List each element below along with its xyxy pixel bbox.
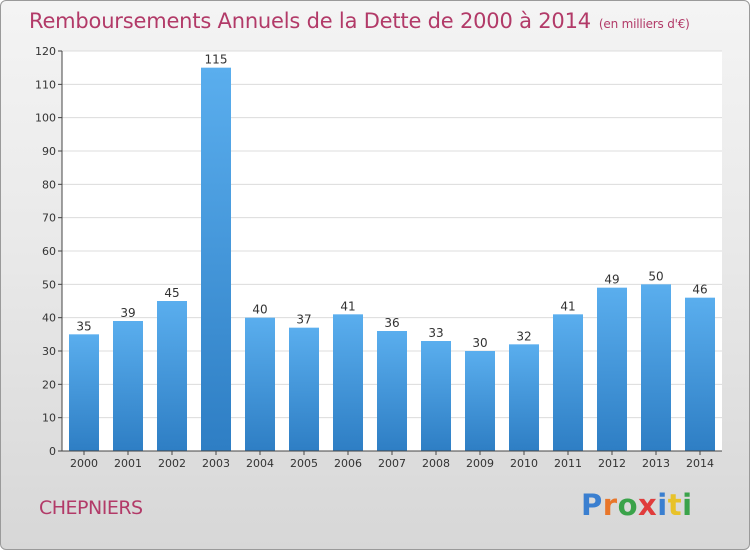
bar-value-label: 35	[76, 319, 91, 333]
x-tick-label: 2012	[598, 457, 626, 470]
bar	[245, 317, 275, 451]
x-tick-label: 2006	[334, 457, 362, 470]
y-tick-label: 30	[42, 345, 56, 358]
bar	[113, 321, 143, 451]
logo-letter: r	[602, 488, 618, 522]
logo-letter: i	[682, 488, 693, 522]
bar-value-label: 41	[340, 299, 355, 313]
y-tick-label: 40	[42, 312, 56, 325]
bar	[421, 341, 451, 451]
bar	[465, 351, 495, 451]
logo-letter: x	[638, 488, 658, 522]
logo-letter: i	[657, 488, 668, 522]
bar-value-label: 33	[428, 326, 443, 340]
bar-value-label: 41	[560, 299, 575, 313]
logo-letter: o	[617, 488, 639, 522]
bar	[201, 67, 231, 452]
bar	[553, 314, 583, 451]
bar-value-label: 45	[164, 286, 179, 300]
bar-value-label: 32	[516, 329, 531, 343]
x-tick-label: 2013	[642, 457, 670, 470]
y-tick-label: 0	[49, 445, 56, 458]
bar-value-label: 49	[604, 273, 619, 287]
bar	[69, 334, 99, 451]
x-tick-label: 2008	[422, 457, 450, 470]
bar-value-label: 50	[648, 269, 663, 283]
chart-unit: (en milliers d'€)	[598, 17, 690, 31]
bar	[157, 301, 187, 451]
bar	[333, 314, 363, 451]
x-tick-label: 2010	[510, 457, 538, 470]
bar	[289, 327, 319, 451]
x-tick-label: 2002	[158, 457, 186, 470]
y-tick-label: 60	[42, 245, 56, 258]
y-tick-label: 10	[42, 412, 56, 425]
bar	[685, 297, 715, 451]
x-tick-label: 2011	[554, 457, 582, 470]
x-tick-label: 2001	[114, 457, 142, 470]
y-tick-label: 20	[42, 378, 56, 391]
proxiti-logo: Proxiti	[581, 488, 693, 522]
x-tick-label: 2000	[70, 457, 98, 470]
city-name: CHEPNIERS	[39, 497, 143, 519]
bar	[597, 287, 627, 451]
bar-value-label: 37	[296, 313, 311, 327]
bar-value-label: 36	[384, 316, 399, 330]
y-tick-label: 110	[35, 78, 56, 91]
y-tick-label: 100	[35, 112, 56, 125]
y-tick-label: 50	[42, 278, 56, 291]
x-tick-label: 2009	[466, 457, 494, 470]
bar-value-label: 30	[472, 336, 487, 350]
y-tick-label: 70	[42, 212, 56, 225]
bar-value-label: 40	[252, 303, 267, 317]
logo-letter: P	[581, 488, 603, 522]
x-tick-label: 2004	[246, 457, 274, 470]
bar-value-label: 39	[120, 306, 135, 320]
bar-value-label: 46	[692, 283, 707, 297]
chart-title-text: Remboursements Annuels de la Dette de 20…	[29, 9, 591, 33]
x-tick-label: 2014	[686, 457, 714, 470]
y-tick-label: 80	[42, 178, 56, 191]
bar	[509, 344, 539, 451]
x-tick-label: 2003	[202, 457, 230, 470]
y-tick-label: 90	[42, 145, 56, 158]
x-tick-label: 2005	[290, 457, 318, 470]
chart-title: Remboursements Annuels de la Dette de 20…	[29, 9, 690, 33]
bar-value-label: 115	[205, 53, 228, 67]
logo-letter: t	[667, 488, 683, 522]
x-tick-label: 2007	[378, 457, 406, 470]
y-tick-label: 120	[35, 45, 56, 58]
bar	[641, 284, 671, 451]
bar	[377, 331, 407, 451]
